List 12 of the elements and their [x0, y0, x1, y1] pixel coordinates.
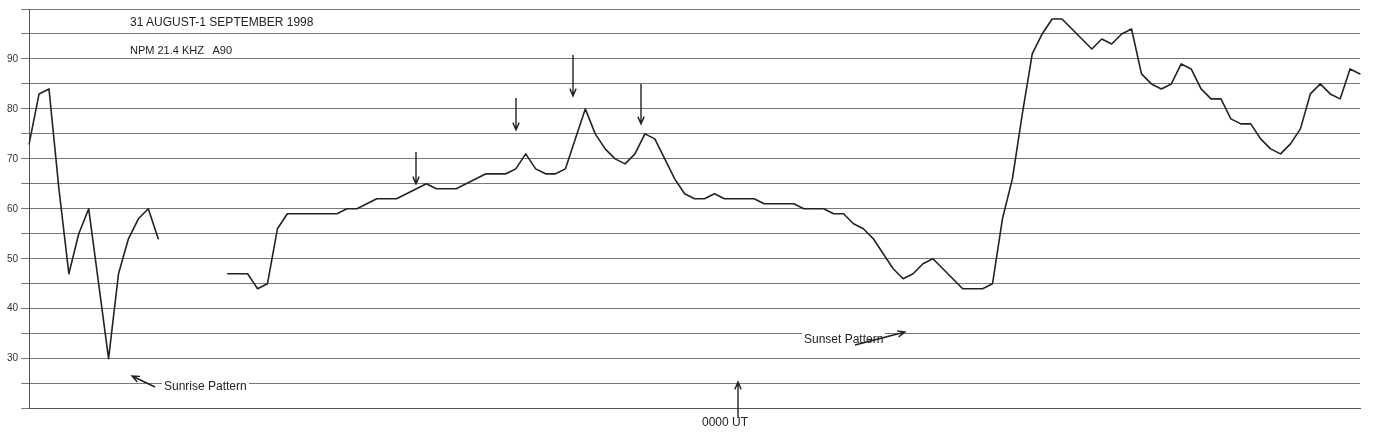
- y-tick-label: 90: [7, 52, 19, 64]
- annotation: Sunset Pattern: [802, 332, 886, 346]
- y-tick-label: 40: [7, 302, 19, 314]
- y-tick-label: 80: [7, 102, 19, 114]
- y-tick-label: 50: [7, 252, 19, 264]
- y-tick-label: 30: [7, 352, 19, 364]
- annotation: Sunrise Pattern: [162, 379, 249, 393]
- text: 31 AUGUST-1 SEPTEMBER 1998: [128, 15, 316, 29]
- text: NPM 21.4 KHZ A90: [128, 43, 235, 57]
- text: 0000 UT: [700, 415, 751, 429]
- y-tick-label: 60: [7, 202, 19, 214]
- y-tick-label: 70: [7, 152, 19, 164]
